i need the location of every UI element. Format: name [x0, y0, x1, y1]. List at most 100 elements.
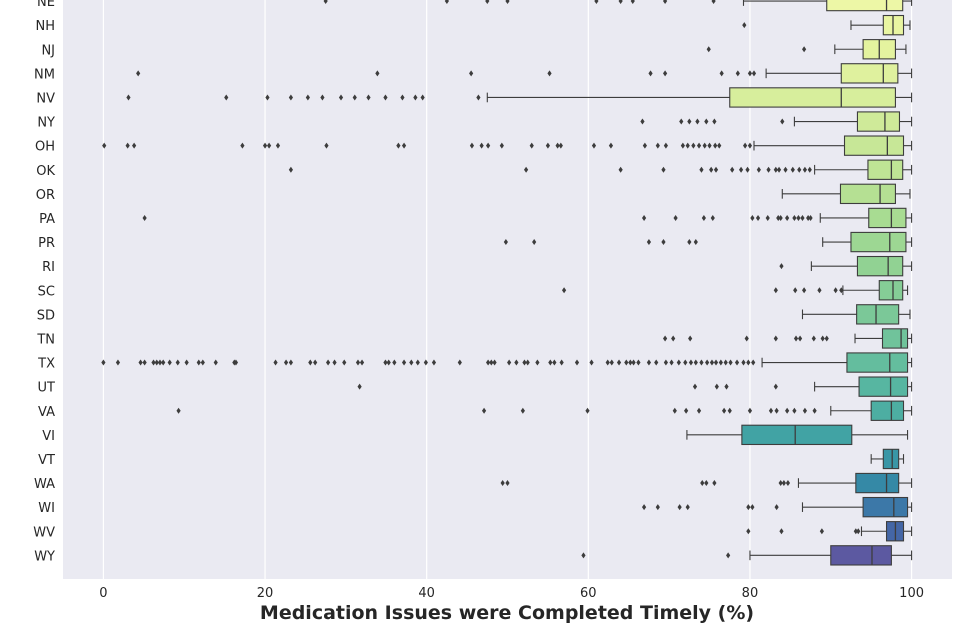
outlier-point — [444, 0, 449, 5]
y-tick-label: NM — [34, 67, 55, 82]
iqr-box — [839, 183, 896, 205]
y-tick-label: UT — [38, 381, 56, 396]
box-sd — [801, 304, 911, 325]
outlier-point — [768, 407, 774, 414]
outlier-point — [323, 0, 328, 5]
outlier-point — [240, 142, 245, 149]
outlier-point — [654, 359, 659, 366]
outlier-point — [806, 214, 811, 221]
outlier-point — [718, 359, 723, 366]
outlier-point — [401, 142, 407, 149]
outlier-point — [288, 94, 294, 101]
outlier-point — [342, 359, 347, 366]
outlier-point — [489, 359, 494, 366]
outlier-point — [726, 552, 731, 559]
outlier-point — [793, 335, 799, 342]
iqr-box — [858, 376, 909, 397]
outlier-point — [723, 359, 728, 366]
outlier-point — [687, 239, 692, 246]
outlier-point — [325, 359, 331, 366]
iqr-box — [843, 135, 905, 156]
outlier-point — [662, 70, 668, 77]
outlier-point — [392, 359, 397, 366]
outlier-point — [785, 214, 790, 221]
x-tick-label: 60 — [580, 586, 597, 601]
outlier-point — [790, 166, 795, 173]
outlier-point — [142, 359, 147, 366]
iqr-box — [870, 400, 905, 421]
outlier-point — [401, 359, 407, 366]
iqr-box — [881, 328, 909, 349]
box-nv — [126, 87, 913, 108]
outlier-point — [262, 142, 268, 149]
outlier-point — [224, 94, 229, 101]
outlier-point — [807, 166, 812, 173]
outlier-point — [774, 504, 779, 511]
outlier-point — [820, 335, 825, 342]
outlier-point — [743, 142, 748, 149]
outlier-point — [797, 166, 802, 173]
outlier-point — [522, 359, 527, 366]
outlier-point — [755, 214, 761, 221]
y-tick-label: VT — [38, 453, 55, 468]
outlier-point — [712, 480, 717, 487]
iqr-box — [826, 0, 904, 12]
box-sc — [561, 280, 909, 301]
outlier-point — [671, 335, 676, 342]
x-tick-label: 20 — [257, 586, 274, 601]
outlier-point — [766, 166, 771, 173]
outlier-point — [486, 359, 491, 366]
box-tn — [662, 328, 913, 349]
outlier-point — [115, 359, 121, 366]
outlier-point — [500, 480, 505, 487]
outlier-point — [514, 359, 519, 366]
iqr-box — [840, 63, 899, 84]
x-tick-label: 100 — [899, 586, 924, 601]
outlier-point — [642, 142, 647, 149]
outlier-point — [366, 94, 371, 101]
outlier-point — [724, 383, 729, 390]
outlier-point — [714, 383, 719, 390]
outlier-point — [802, 46, 807, 53]
outlier-point — [479, 142, 484, 149]
iqr-box — [856, 111, 901, 132]
outlier-point — [618, 166, 623, 173]
outlier-point — [687, 118, 692, 125]
outlier-point — [359, 359, 365, 366]
outlier-point — [288, 359, 294, 366]
outlier-point — [704, 480, 709, 487]
outlier-point — [375, 70, 380, 77]
outlier-point — [357, 383, 362, 390]
outlier-point — [696, 407, 702, 414]
iqr-box — [878, 280, 904, 301]
outlier-point — [640, 118, 645, 125]
outlier-point — [503, 239, 508, 246]
box-wv — [746, 521, 913, 542]
outlier-point — [409, 359, 414, 366]
outlier-point — [196, 359, 201, 366]
outlier-point — [856, 528, 861, 535]
outlier-point — [457, 359, 462, 366]
outlier-point — [776, 166, 782, 173]
box-tx — [101, 352, 913, 373]
outlier-point — [126, 94, 131, 101]
outlier-point — [469, 142, 475, 149]
x-axis-label: Medication Issues were Completed Timely … — [260, 602, 754, 624]
outlier-point — [773, 287, 778, 294]
outlier-point — [151, 359, 156, 366]
outlier-point — [324, 142, 329, 149]
box-ut — [357, 376, 913, 397]
outlier-point — [167, 359, 172, 366]
outlier-point — [713, 166, 719, 173]
outlier-point — [676, 359, 681, 366]
outlier-point — [704, 118, 709, 125]
outlier-point — [574, 359, 580, 366]
outlier-point — [750, 504, 755, 511]
outlier-point — [338, 94, 344, 101]
outlier-point — [808, 214, 813, 221]
outlier-point — [505, 0, 510, 5]
y-tick-label: SC — [38, 284, 55, 299]
outlier-point — [817, 287, 822, 294]
outlier-point — [662, 335, 668, 342]
iqr-box — [855, 472, 900, 494]
